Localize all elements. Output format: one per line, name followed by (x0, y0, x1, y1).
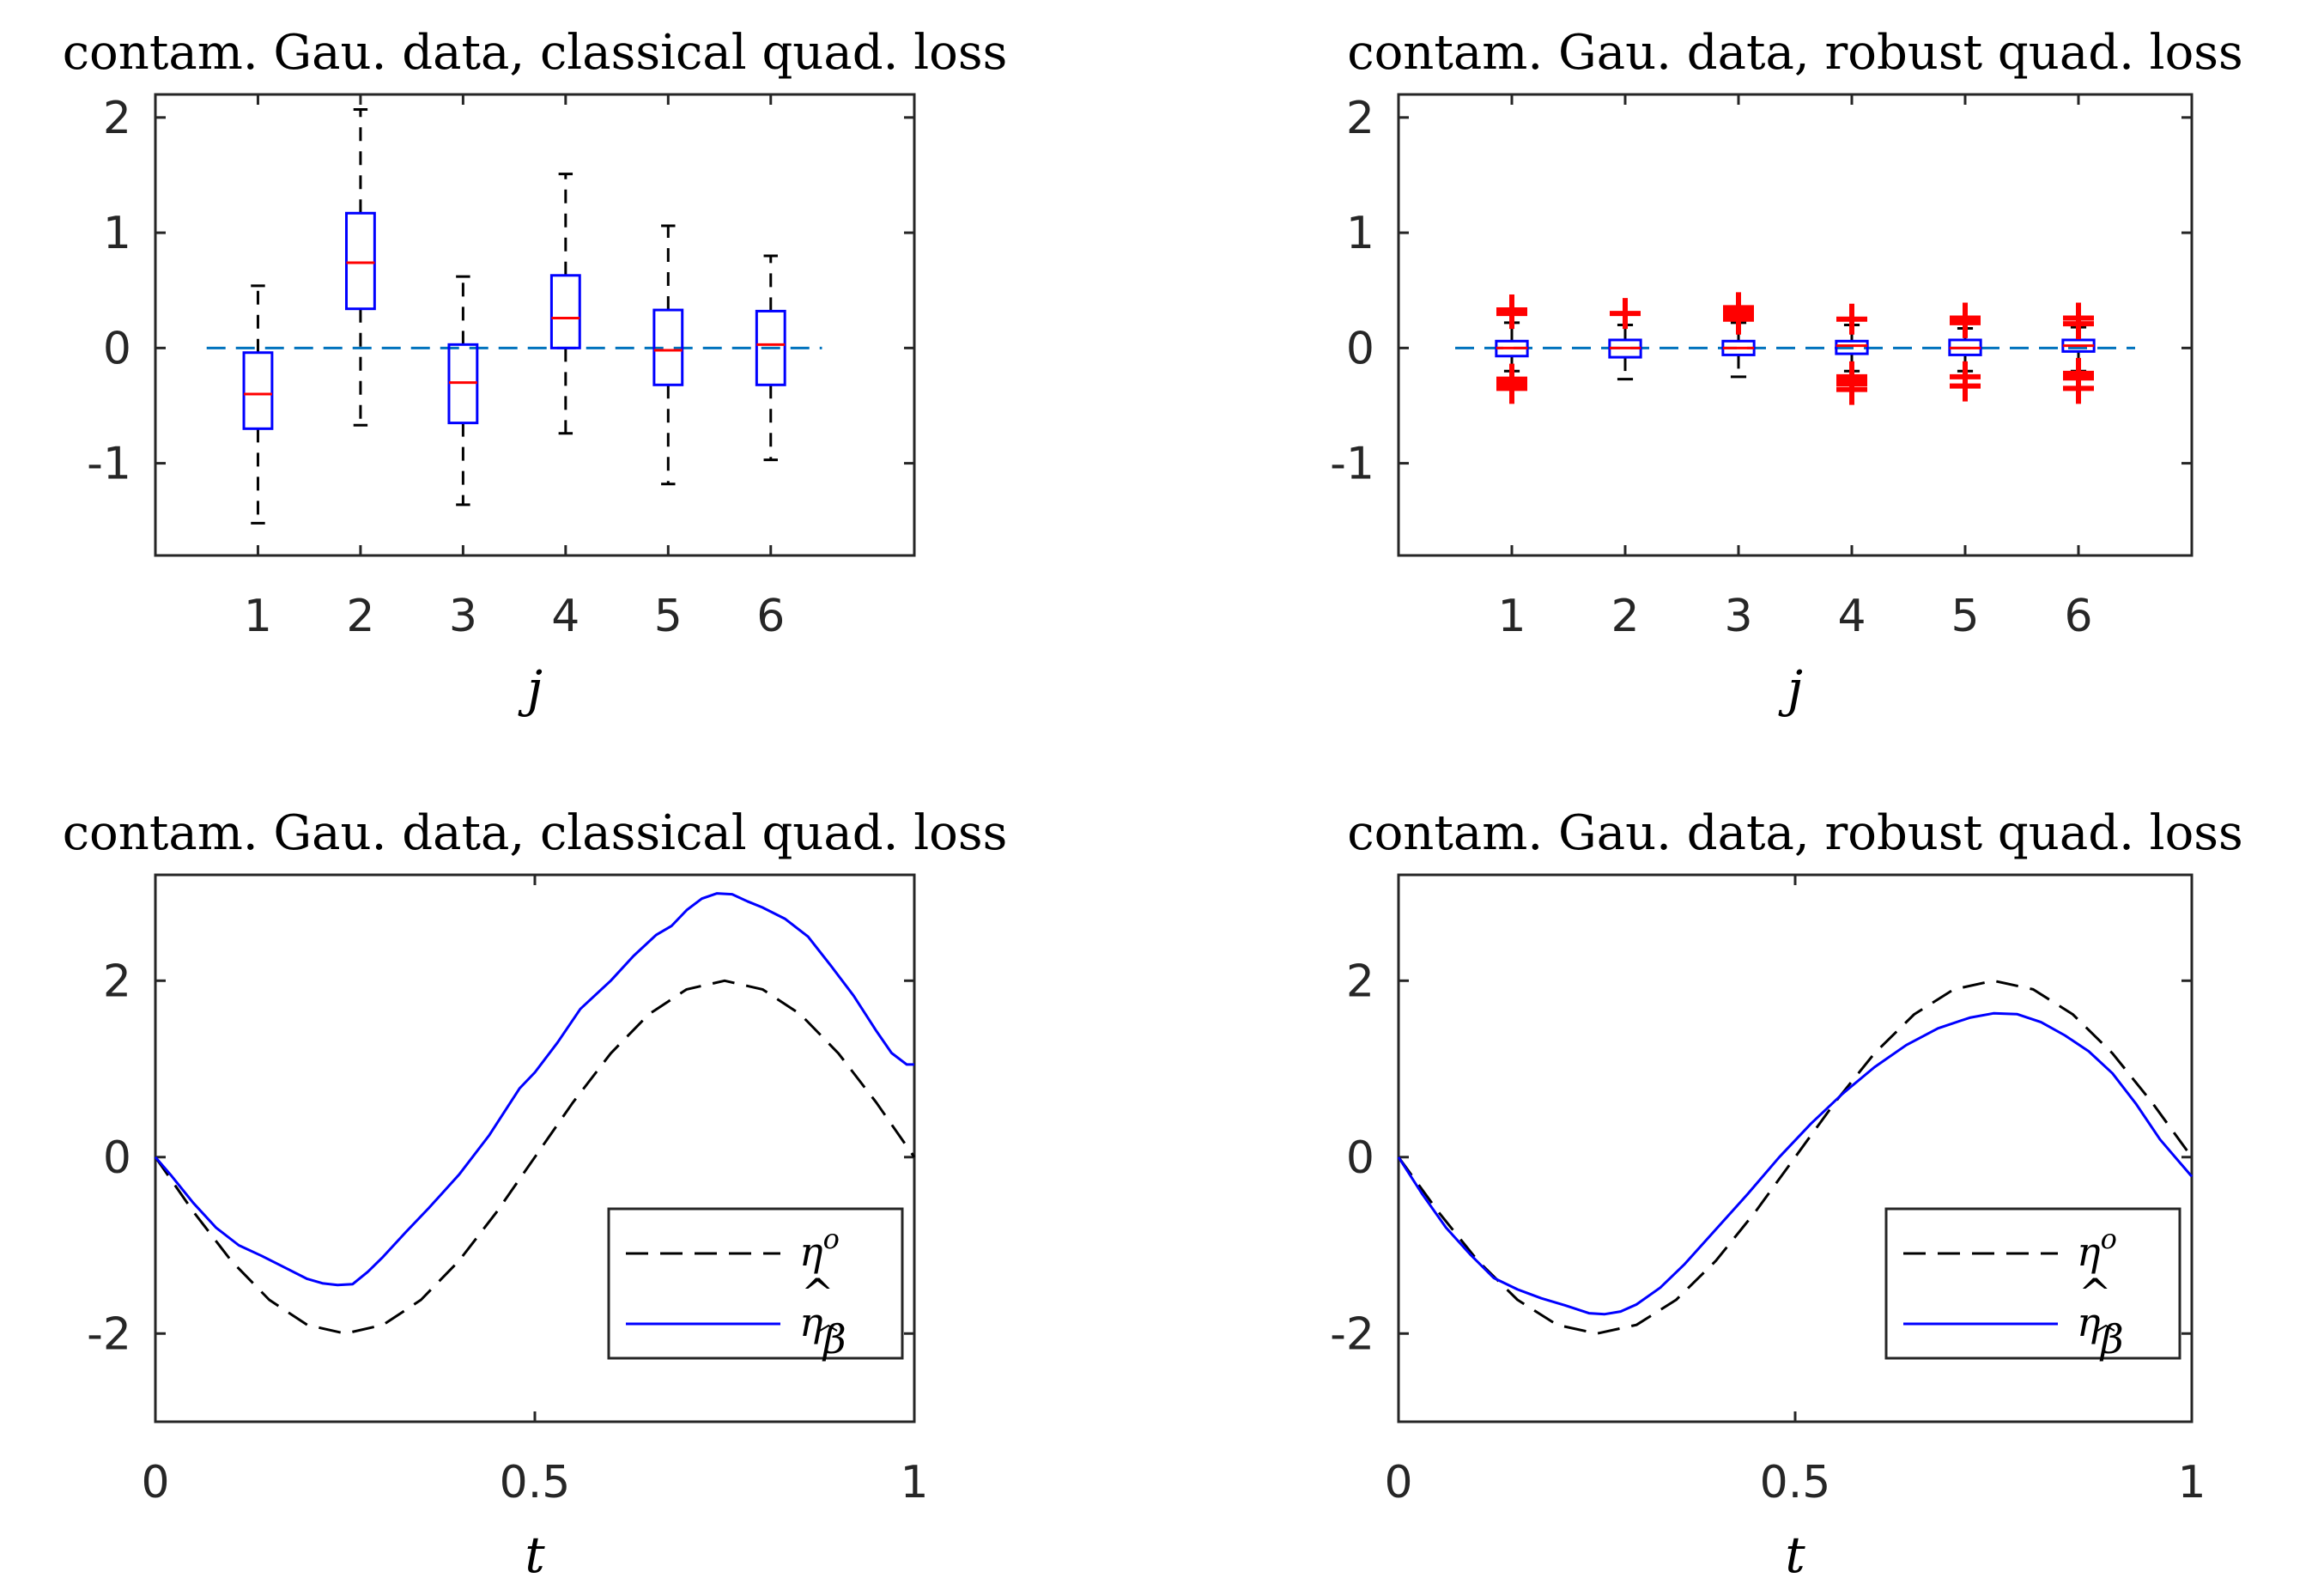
y-tick-label: 1 (1346, 208, 1374, 259)
x-tick-label: 1 (244, 591, 272, 642)
y-tick-label: 2 (1346, 93, 1374, 144)
outlier-marker (1950, 370, 1981, 402)
y-tick-label: -2 (1330, 1308, 1374, 1360)
x-axis-label: t (1785, 1526, 1805, 1584)
panel-3: contam. Gau. data, classical quad. loss -… (63, 805, 1008, 1584)
legend-symbol: η (2077, 1299, 2101, 1345)
outlier-marker (1723, 292, 1754, 324)
y-tick-label: 0 (103, 1132, 131, 1184)
box-5 (1948, 302, 1982, 402)
x-tick-label: 2 (346, 591, 374, 642)
outlier-marker (1496, 373, 1527, 404)
x-axis-label: t (525, 1526, 545, 1584)
y-tick-label: -1 (87, 439, 131, 490)
y-tick-label: 2 (103, 956, 131, 1007)
box-iqr (652, 308, 684, 386)
box-4 (549, 173, 581, 435)
legend-box (1884, 1207, 2181, 1360)
box-iqr (1835, 339, 1869, 355)
legend-label-eta-true: ηo (799, 1223, 840, 1275)
x-tick-label: 0 (1384, 1457, 1412, 1508)
box-1 (1495, 294, 1529, 404)
y-tick-label: 2 (1346, 956, 1374, 1007)
axes-box (1397, 93, 2194, 557)
panel-1: contam. Gau. data, classical quad. loss -… (63, 25, 1008, 718)
x-tick-label: 3 (449, 591, 477, 642)
outlier-marker (1836, 303, 1867, 335)
box-iqr (549, 274, 581, 349)
legend: ηoη^β (1884, 1207, 2181, 1362)
x-tick-label: 0.5 (500, 1457, 571, 1508)
y-tick-label: 0 (1346, 323, 1374, 374)
chart-title: contam. Gau. data, classical quad. loss (63, 25, 1008, 81)
y-tick-label: -2 (87, 1308, 131, 1360)
box-5 (652, 224, 684, 486)
box-iqr (242, 351, 274, 430)
x-tick-label: 5 (1951, 591, 1979, 642)
x-tick-label: 5 (654, 591, 683, 642)
x-tick-label: 1 (1497, 591, 1526, 642)
box-3 (1721, 292, 1756, 379)
outlier-marker (2063, 373, 2094, 404)
legend-box (607, 1207, 904, 1360)
legend-label-eta-hat: η (799, 1299, 823, 1345)
outlier-marker (1610, 298, 1641, 330)
legend-superscript: o (823, 1223, 840, 1255)
legend-symbol: η (799, 1229, 823, 1275)
box-4 (1835, 303, 1869, 405)
outlier-marker (1836, 373, 1867, 405)
outlier-marker (2063, 302, 2094, 334)
box-1 (242, 284, 274, 525)
x-tick-label: 3 (1724, 591, 1752, 642)
legend-hat-accent: ^ (801, 1270, 834, 1316)
x-tick-label: 6 (756, 591, 785, 642)
x-tick-label: 0 (141, 1457, 169, 1508)
box-6 (755, 254, 786, 462)
x-tick-label: 4 (551, 591, 579, 642)
legend-subscript: β (2099, 1316, 2124, 1362)
x-tick-label: 1 (2177, 1457, 2206, 1508)
legend-superscript: o (2101, 1223, 2117, 1255)
legend-hat-accent: ^ (2078, 1270, 2112, 1316)
x-tick-label: 4 (1837, 591, 1866, 642)
box-iqr (755, 309, 786, 386)
legend-label-eta-hat: η (2077, 1299, 2101, 1345)
series-eta-true (154, 979, 916, 1335)
box-3 (447, 275, 479, 507)
series-eta-hat (154, 892, 914, 1287)
y-tick-label: -1 (1330, 439, 1374, 490)
box-2 (344, 107, 376, 427)
y-tick-label: 1 (103, 208, 131, 259)
legend-subscript: β (822, 1316, 846, 1362)
series-eta-hat (1397, 1011, 2194, 1316)
y-tick-label: 0 (1346, 1132, 1374, 1184)
y-tick-label: 0 (103, 323, 131, 374)
y-tick-label: 2 (103, 93, 131, 144)
chart-title: contam. Gau. data, classical quad. loss (63, 805, 1008, 861)
legend: ηoη^β (607, 1207, 904, 1362)
legend-subscript-hat (819, 1324, 838, 1332)
legend-subscript-hat (2096, 1324, 2115, 1332)
axes-box (154, 93, 916, 557)
series-eta-true (1397, 979, 2194, 1335)
box-6 (2061, 302, 2096, 404)
x-tick-label: 0.5 (1760, 1457, 1831, 1508)
x-tick-label: 2 (1611, 591, 1639, 642)
panel-4: contam. Gau. data, robust quad. loss -2 0 2… (1330, 805, 2243, 1584)
legend-symbol: η (2077, 1229, 2101, 1275)
chart-title: contam. Gau. data, robust quad. loss (1347, 25, 2243, 81)
x-tick-label: 1 (900, 1457, 928, 1508)
legend-label-eta-true: ηo (2077, 1223, 2117, 1275)
outlier-marker (1496, 294, 1527, 326)
box-iqr (344, 211, 376, 311)
legend-symbol: η (799, 1299, 823, 1345)
x-tick-label: 6 (2064, 591, 2092, 642)
box-2 (1608, 298, 1642, 381)
outlier-marker (1950, 302, 1981, 334)
chart-title: contam. Gau. data, robust quad. loss (1347, 805, 2243, 861)
